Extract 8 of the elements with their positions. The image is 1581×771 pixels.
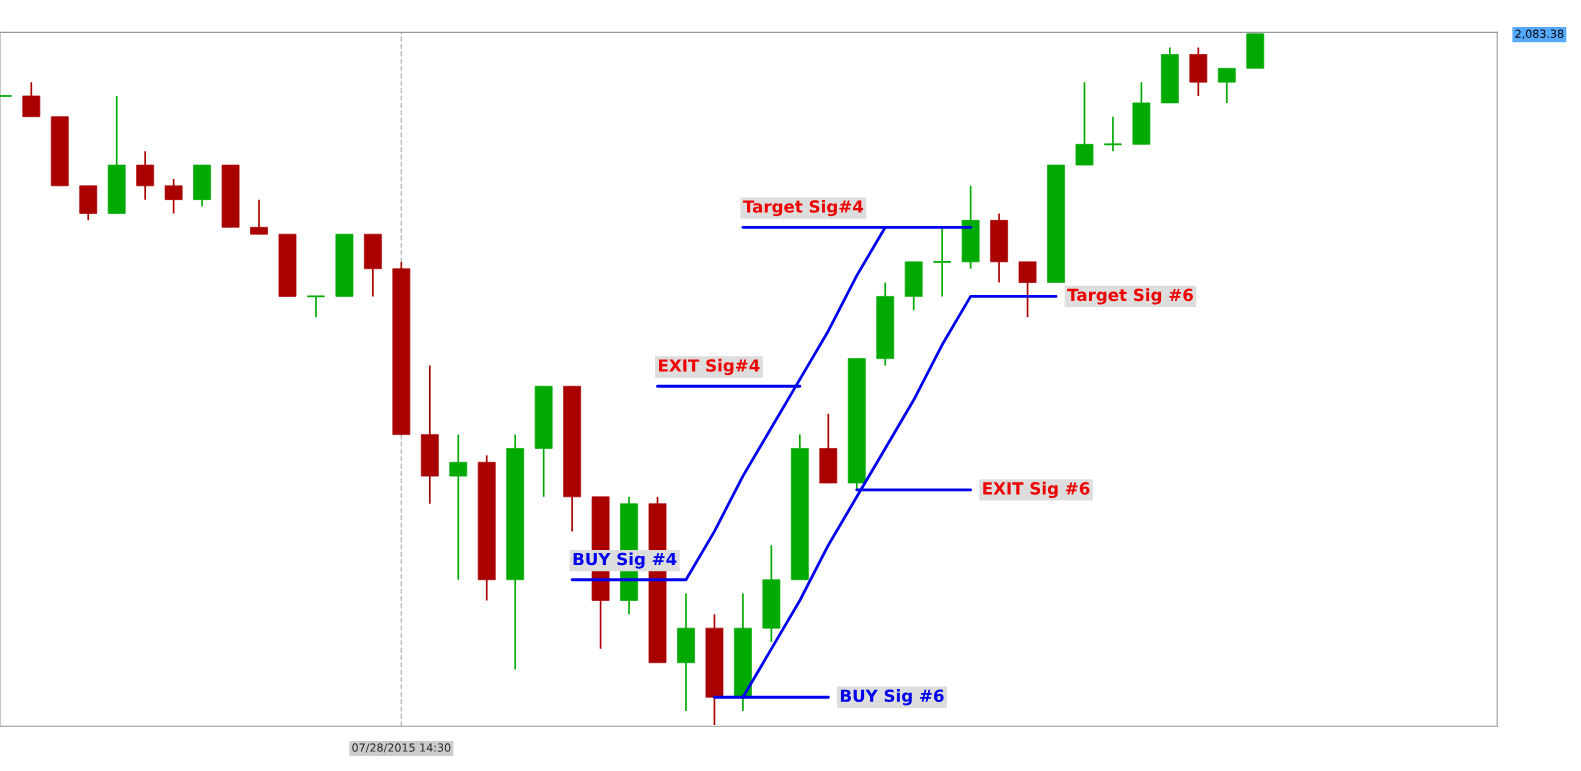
annotation: BUY Sig #6 [840,689,944,706]
annotation: Target Sig #6 [1067,288,1193,305]
annotation: Target Sig#4 [742,199,864,217]
annotation: EXIT Sig #6 [983,481,1090,499]
annotation: BUY Sig #4 [573,552,677,569]
annotation: EXIT Sig#4 [659,358,760,376]
text: 07/28/2015 14:30 [352,743,451,753]
text: 2,083.38 [1515,29,1564,40]
